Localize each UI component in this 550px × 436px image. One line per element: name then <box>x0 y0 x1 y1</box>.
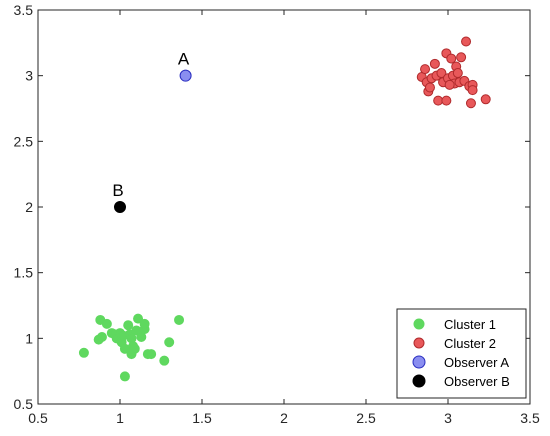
legend-label-observer-a: Observer A <box>444 355 509 370</box>
cluster-2-point <box>420 64 431 75</box>
ticks-layer: 0.5 1 1.5 2 2.5 3 3.5 0.5 1 1.5 2 2.5 3 3.5 <box>14 2 540 426</box>
cluster-2-point <box>429 58 440 69</box>
legend: Cluster 1 Cluster 2 Observer A Observer B <box>396 308 527 399</box>
cluster-2-point <box>444 79 455 90</box>
cluster-2-point <box>461 36 472 47</box>
cluster-1-point <box>96 332 107 343</box>
cluster-2-point <box>433 95 444 106</box>
cluster-1-point <box>129 343 140 354</box>
cluster-1-point <box>139 318 150 329</box>
cluster-2-point <box>456 52 467 63</box>
cluster-1-point <box>146 349 157 360</box>
legend-marker-observer-b <box>412 374 426 388</box>
x-tick-label: 3.5 <box>520 410 540 426</box>
cluster-2-point <box>467 85 478 96</box>
cluster-1-point <box>174 314 185 325</box>
observer-a-point <box>179 69 192 82</box>
legend-items: Cluster 1 Cluster 2 Observer A Observer B <box>412 317 510 389</box>
cluster-2-point <box>446 53 457 64</box>
y-tick-label: 3.5 <box>14 2 34 18</box>
legend-marker-cluster-1 <box>413 318 425 330</box>
y-tick-label: 3 <box>25 68 33 84</box>
observer-b-point <box>114 201 126 213</box>
cluster-2-point <box>441 95 452 106</box>
y-tick-label: 1.5 <box>14 265 34 281</box>
legend-marker-cluster-2 <box>413 337 425 349</box>
cluster-1-point <box>164 337 175 348</box>
legend-label-cluster-1: Cluster 1 <box>444 317 496 332</box>
cluster-2-point <box>424 82 435 93</box>
cluster-2-point <box>480 94 491 105</box>
legend-label-observer-b: Observer B <box>444 374 510 389</box>
legend-marker-observer-a <box>412 355 426 369</box>
observer-a-label: A <box>178 50 190 69</box>
cluster-2-point <box>452 68 463 79</box>
cluster-1-point <box>78 347 89 358</box>
cluster-1-point <box>123 320 134 331</box>
y-tick-label: 1 <box>25 330 33 346</box>
points-layer <box>78 36 491 382</box>
y-tick-label: 2.5 <box>14 133 34 149</box>
cluster-1-point <box>159 355 170 366</box>
legend-label-cluster-2: Cluster 2 <box>444 336 496 351</box>
x-tick-label: 2.5 <box>356 410 376 426</box>
y-tick-label: 0.5 <box>14 396 34 412</box>
cluster-1-point <box>133 313 144 324</box>
x-tick-label: 2 <box>280 410 288 426</box>
x-tick-label: 1 <box>116 410 124 426</box>
x-tick-label: 1.5 <box>192 410 212 426</box>
x-tick-label: 0.5 <box>28 410 48 426</box>
cluster-1-point <box>119 371 130 382</box>
annotations-layer: AB <box>112 50 190 200</box>
y-tick-label: 2 <box>25 199 33 215</box>
cluster-2-point <box>465 98 476 109</box>
x-tick-label: 3 <box>444 410 452 426</box>
cluster-1-point <box>101 318 112 329</box>
observer-b-label: B <box>112 181 123 200</box>
